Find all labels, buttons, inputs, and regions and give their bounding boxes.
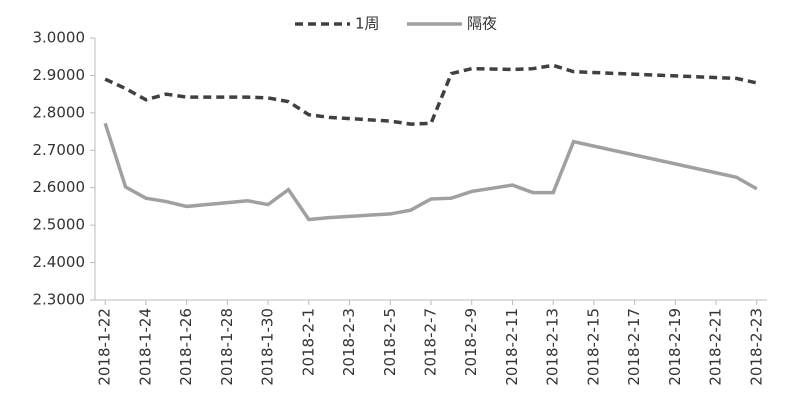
series-line xyxy=(103,122,758,222)
y-tick-label: 2.8000 xyxy=(33,103,86,121)
y-tick-label: 2.4000 xyxy=(33,253,86,271)
x-tick-label: 2018-2-3 xyxy=(340,308,358,376)
y-tick-label: 2.9000 xyxy=(33,66,86,84)
y-tick-label: 3.0000 xyxy=(33,29,86,47)
x-tick-label: 2018-2-7 xyxy=(422,308,440,376)
y-tick-label: 2.6000 xyxy=(33,178,86,196)
x-tick-label: 2018-2-17 xyxy=(625,308,643,386)
x-tick-label: 2018-2-13 xyxy=(544,308,562,386)
x-tick-label: 2018-1-24 xyxy=(136,308,154,386)
y-tick-label: 2.3000 xyxy=(33,291,86,309)
legend-label: 隔夜 xyxy=(467,15,497,33)
x-tick-label: 2018-2-23 xyxy=(747,308,765,386)
legend-label: 1周 xyxy=(355,15,380,33)
x-tick-label: 2018-2-5 xyxy=(381,308,399,376)
x-tick-label: 2018-1-28 xyxy=(218,308,236,386)
x-tick-label: 2018-2-21 xyxy=(707,308,725,386)
x-tick-label: 2018-2-19 xyxy=(666,308,684,386)
x-tick-label: 2018-1-26 xyxy=(177,308,195,386)
x-tick-label: 2018-2-11 xyxy=(503,308,521,386)
y-tick-label: 2.7000 xyxy=(33,141,86,159)
x-tick-label: 2018-2-1 xyxy=(299,308,317,376)
y-tick-label: 2.5000 xyxy=(33,216,86,234)
x-tick-label: 2018-2-15 xyxy=(584,308,602,386)
x-tick-label: 2018-1-22 xyxy=(96,308,114,386)
x-tick-label: 2018-2-9 xyxy=(462,308,480,376)
x-tick-label: 2018-1-30 xyxy=(259,308,277,386)
series-line xyxy=(104,63,758,126)
